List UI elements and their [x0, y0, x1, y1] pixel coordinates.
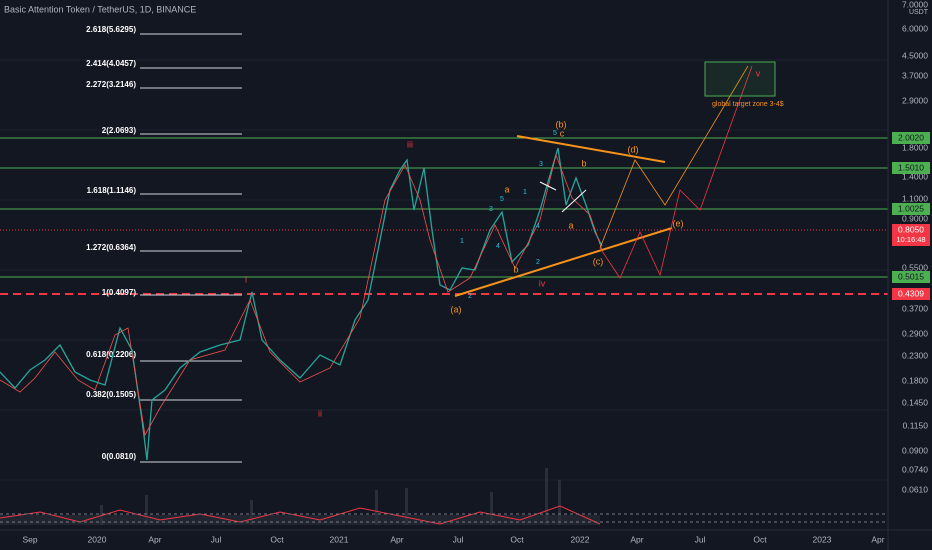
- wave-label: 1: [523, 189, 527, 196]
- wave-label: 3: [489, 206, 493, 213]
- fib-label: 1(0.4097): [102, 288, 137, 297]
- wave-label: c: [560, 128, 565, 138]
- fib-label: 2.414(4.0457): [86, 59, 136, 68]
- price-label: 0.1150: [903, 420, 929, 430]
- fib-label: 0.618(0.2206): [86, 350, 136, 359]
- price-label: 0.2900: [902, 328, 928, 338]
- price-label: 0.1800: [902, 375, 928, 385]
- time-label: Jul: [211, 534, 222, 544]
- currency: USDT: [909, 9, 929, 16]
- wave-label: ii: [318, 408, 322, 418]
- title: Basic Attention Token / TetherUS, 1D, BI…: [4, 4, 196, 14]
- price-label: 1.8000: [902, 142, 928, 152]
- fib-label: 2.618(5.6295): [86, 25, 136, 34]
- price-label: 0.0740: [902, 464, 928, 474]
- wave-label: iii: [407, 139, 413, 149]
- wave-label: v: [756, 68, 761, 78]
- fib-label: 2(2.0693): [102, 126, 137, 135]
- fib-label: 1.272(0.6364): [86, 243, 136, 252]
- price-path-red: [0, 153, 603, 437]
- wave-label: 4: [536, 223, 540, 230]
- wave-label: 3: [539, 161, 543, 168]
- wave-label: 2: [468, 293, 472, 300]
- fib-label: 1.618(1.1146): [87, 186, 137, 195]
- price-label: 0.9000: [902, 213, 928, 223]
- price-tag: 1.0025: [898, 203, 924, 213]
- annotation: global target zone 3-4$: [712, 101, 784, 108]
- time-label: 2022: [571, 534, 590, 544]
- price-label: 0.3700: [902, 303, 928, 313]
- fib-lines: [140, 33, 242, 463]
- countdown: 10:16:48: [896, 235, 925, 244]
- fib-label: 0.382(0.1505): [86, 390, 136, 399]
- volume: [0, 468, 600, 525]
- wave-label: a: [504, 184, 509, 194]
- wave-labels: i ii iii iv v (a) (b) (c) (d) (e) a b c …: [245, 68, 761, 418]
- price-path: [0, 147, 603, 461]
- fib-label: 0(0.0810): [102, 452, 137, 461]
- time-label: Oct: [753, 534, 767, 544]
- wave-label: (e): [673, 218, 684, 228]
- fib-labels: 2.618(5.6295) 2.414(4.0457) 2.272(3.2146…: [86, 25, 136, 461]
- oscillator: [0, 505, 601, 525]
- price-label: 0.5500: [902, 262, 928, 272]
- price-label: 0.1450: [902, 397, 928, 407]
- wave-label: 4: [496, 243, 500, 250]
- wave-label: (a): [451, 304, 462, 314]
- time-label: Sep: [22, 534, 37, 544]
- time-label: Apr: [390, 534, 403, 544]
- price-labels: 7.0000 6.0000 4.5000 3.7000 2.9000 1.800…: [902, 0, 928, 494]
- price-label: 0.0900: [902, 445, 928, 455]
- fib-label: 2.272(3.2146): [86, 80, 136, 89]
- wave-label: a: [568, 220, 573, 230]
- time-label: Oct: [270, 534, 284, 544]
- price-label: 0.0610: [902, 484, 928, 494]
- time-label: Jul: [695, 534, 706, 544]
- time-axis: Sep 2020 Apr Jul Oct 2021 Apr Jul Oct 20…: [22, 534, 884, 544]
- price-label: 0.2300: [902, 350, 928, 360]
- time-label: Jul: [453, 534, 464, 544]
- time-label: Apr: [148, 534, 161, 544]
- price-label: 6.0000: [902, 23, 928, 33]
- price-label: 1.4000: [902, 171, 928, 181]
- wave-label: (c): [593, 256, 604, 266]
- wave-label: 2: [536, 259, 540, 266]
- wave-label: 1: [460, 238, 464, 245]
- price-tag: 1.5010: [898, 162, 924, 172]
- price-tag: 0.5015: [898, 271, 924, 281]
- wave-label: i: [245, 274, 247, 284]
- time-label: 2021: [330, 534, 349, 544]
- price-label: 2.9000: [902, 95, 928, 105]
- grid: [0, 59, 888, 481]
- price-label: 7.0000: [902, 0, 928, 9]
- wave-label: 5: [500, 196, 504, 203]
- time-label: 2023: [813, 534, 832, 544]
- price-label: 1.1000: [902, 193, 928, 203]
- wave-label: (b): [556, 119, 567, 129]
- wave-label: (d): [628, 144, 639, 154]
- price-label: 4.5000: [902, 50, 928, 60]
- price-label: 3.7000: [902, 70, 928, 80]
- wave-lines: [454, 61, 776, 297]
- levels: [0, 137, 888, 295]
- time-label: Apr: [871, 534, 884, 544]
- time-label: Apr: [630, 534, 643, 544]
- price-tag: 2.0020: [898, 132, 924, 142]
- wave-label: 5: [553, 130, 557, 137]
- time-label: Oct: [510, 534, 524, 544]
- wave-label: b: [513, 264, 518, 274]
- time-label: 2020: [88, 534, 107, 544]
- price-tag: 0.4309: [898, 288, 924, 298]
- wave-label: iv: [539, 278, 546, 288]
- last-price: 0.8050: [898, 224, 924, 234]
- wave-label: b: [581, 158, 586, 168]
